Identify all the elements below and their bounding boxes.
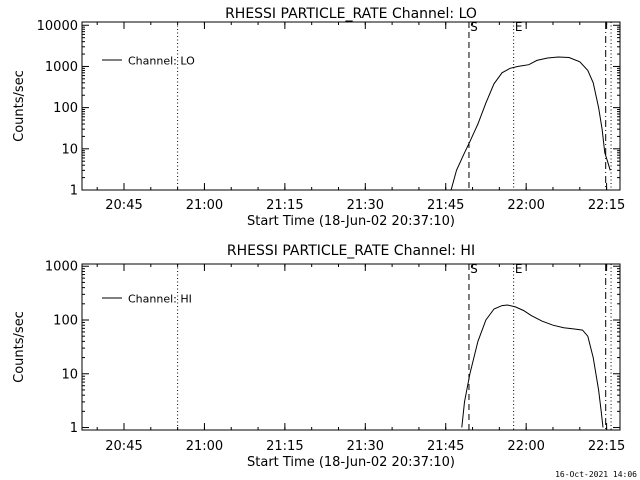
panel2-x-tick-label: 22:00 (507, 439, 544, 454)
panel1-y-tick-label: 100 (53, 101, 78, 116)
footer-date-stamp: 16-Oct-2021 14:06 (555, 470, 637, 479)
panel1-y-tick-label: 1 (70, 184, 78, 199)
panel1-marker-label-s: S (470, 20, 478, 34)
panel2-x-axis-label: Start Time (18-Jun-02 20:37:10) (247, 455, 455, 470)
panel2-marker-label-e: E (515, 262, 523, 276)
panel2-chart-title: RHESSI PARTICLE_RATE Channel: HI (227, 243, 475, 259)
panel1-x-tick-label: 21:15 (266, 198, 303, 213)
panel2-y-axis-label: Counts/sec (12, 311, 27, 383)
panel1-x-tick-label: 21:30 (347, 198, 384, 213)
panel1-x-tick-label: 21:00 (186, 198, 223, 213)
panel1-plot-frame (81, 21, 621, 191)
panel1-chart-title: RHESSI PARTICLE_RATE Channel: LO (225, 6, 477, 22)
panel2-y-tick-label: 100 (53, 313, 78, 328)
panel2-y-tick-label: 1000 (45, 260, 78, 275)
panel2-x-tick-label: 21:15 (266, 439, 303, 454)
panel2-marker-label-s: S (470, 262, 478, 276)
panel1-legend-label: Channel: LO (128, 55, 195, 68)
panel2-x-tick-label: 20:45 (105, 439, 142, 454)
panel1-y-tick-label: 1000 (45, 60, 78, 75)
panel1-y-tick-label: 10000 (37, 19, 78, 34)
panel2-x-tick-label: 22:15 (588, 439, 625, 454)
panel2-plot-frame (81, 263, 621, 431)
panel1-y-tick-label: 10 (61, 142, 78, 157)
panel2-y-tick-label: 10 (61, 367, 78, 382)
panel2-y-tick-label: 1 (70, 421, 78, 436)
panel1-series-line-1 (450, 56, 611, 191)
panel1-y-axis-label: Counts/sec (12, 70, 27, 142)
panel1-marker-label-e: E (515, 20, 523, 34)
panel2-x-tick-label: 21:45 (427, 439, 464, 454)
panel1-x-tick-label: 22:00 (507, 198, 544, 213)
panel1-x-axis-label: Start Time (18-Jun-02 20:37:10) (247, 214, 455, 229)
panel2-x-tick-label: 21:00 (186, 439, 223, 454)
panel2-legend-label: Channel: HI (128, 293, 192, 306)
panel1-x-tick-label: 21:45 (427, 198, 464, 213)
panel2-series-line-1 (461, 304, 604, 428)
panel2-x-tick-label: 21:30 (347, 439, 384, 454)
panel1-x-tick-label: 20:45 (105, 198, 142, 213)
panel1-x-tick-label: 22:15 (588, 198, 625, 213)
